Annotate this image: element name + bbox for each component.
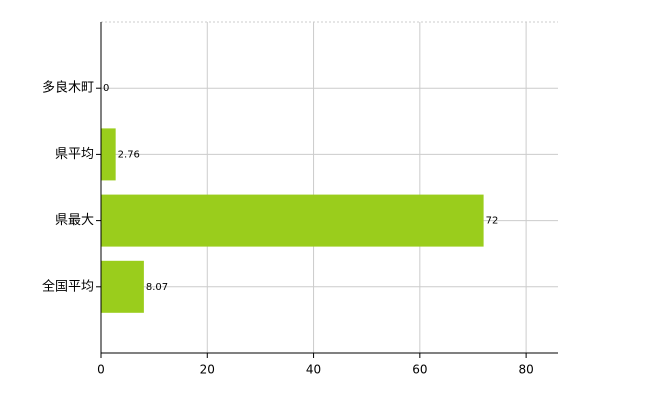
value-label: 8.07 — [146, 282, 168, 293]
x-tick-label: 80 — [518, 363, 533, 377]
y-tick-label: 県平均 — [55, 147, 94, 162]
y-tick-label: 県最大 — [55, 213, 94, 228]
value-label: 2.76 — [118, 149, 140, 160]
value-label: 72 — [486, 216, 499, 227]
bar — [101, 128, 116, 181]
y-tick-label: 全国平均 — [42, 278, 94, 294]
bar — [101, 260, 144, 313]
bar — [101, 194, 484, 247]
y-tick-label: 多良木町 — [42, 80, 94, 96]
x-tick-label: 0 — [97, 363, 105, 377]
x-tick-label: 20 — [200, 363, 215, 377]
value-label: 0 — [103, 83, 109, 94]
x-tick-label: 40 — [306, 363, 321, 377]
x-tick-label: 60 — [412, 363, 427, 377]
